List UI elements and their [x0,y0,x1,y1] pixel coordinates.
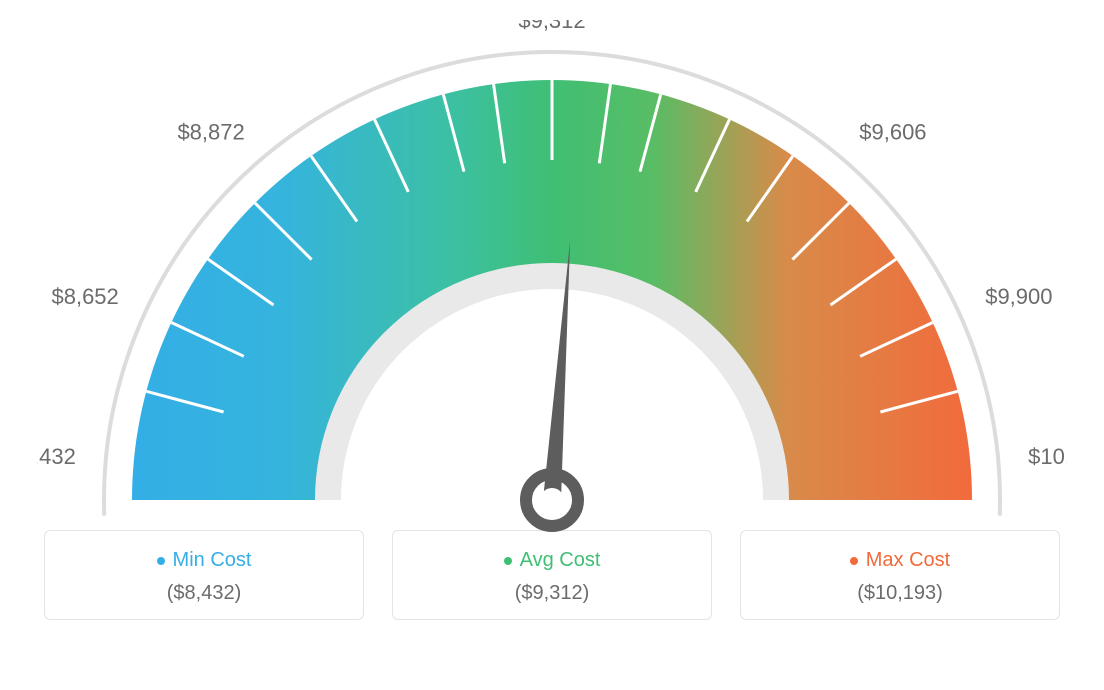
legend-value-min: ($8,432) [45,582,363,605]
legend-value-avg: ($9,312) [393,582,711,605]
svg-text:$10,193: $10,193 [1028,444,1067,469]
svg-text:$9,900: $9,900 [985,284,1052,309]
svg-text:$8,432: $8,432 [37,444,76,469]
svg-text:$9,606: $9,606 [859,120,926,145]
svg-text:$8,872: $8,872 [177,120,244,145]
gauge-container: $8,432 $8,652 $8,872 $9,312 $9,606 $9,900 $10,… [0,0,1104,540]
svg-text:$8,652: $8,652 [51,284,118,309]
gauge-chart: $8,432 $8,652 $8,872 $9,312 $9,606 $9,900 $10,… [37,20,1067,560]
legend-value-max: ($10,193) [741,582,1059,605]
svg-text:$9,312: $9,312 [518,20,585,33]
